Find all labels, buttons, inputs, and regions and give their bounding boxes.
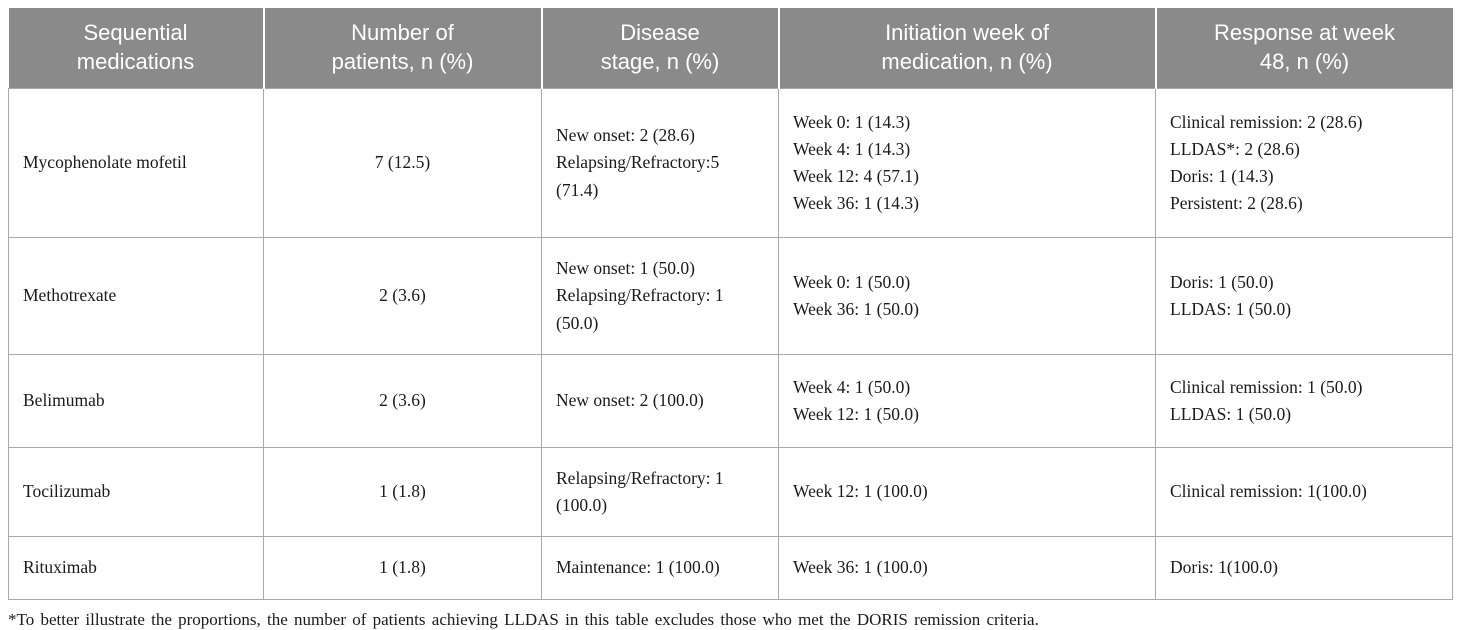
cell-patients: 2 (3.6)	[263, 354, 542, 448]
header-initiation-week: Initiation week of medication, n (%)	[778, 8, 1157, 89]
cell-initiation-week: Week 0: 1 (50.0) Week 36: 1 (50.0)	[778, 237, 1156, 355]
cell-patients: 7 (12.5)	[263, 88, 542, 238]
cell-initiation-week: Week 36: 1 (100.0)	[778, 536, 1156, 600]
cell-response: Doris: 1(100.0)	[1155, 536, 1453, 600]
cell-disease-stage: New onset: 1 (50.0) Relapsing/Refractory…	[541, 237, 779, 355]
cell-response: Clinical remission: 1(100.0)	[1155, 447, 1453, 537]
cell-medication: Mycophenolate mofetil	[8, 88, 264, 238]
header-disease-stage: Disease stage, n (%)	[541, 8, 780, 89]
table-row: Mycophenolate mofetil 7 (12.5) New onset…	[8, 88, 1453, 238]
cell-patients: 1 (1.8)	[263, 536, 542, 600]
table-row: Belimumab 2 (3.6) New onset: 2 (100.0) W…	[8, 354, 1453, 448]
sequential-medications-table: Sequential medications Number of patient…	[8, 8, 1453, 600]
cell-response: Doris: 1 (50.0) LLDAS: 1 (50.0)	[1155, 237, 1453, 355]
cell-initiation-week: Week 12: 1 (100.0)	[778, 447, 1156, 537]
cell-initiation-week: Week 0: 1 (14.3) Week 4: 1 (14.3) Week 1…	[778, 88, 1156, 238]
header-response-week-48: Response at week 48, n (%)	[1155, 8, 1453, 89]
cell-medication: Tocilizumab	[8, 447, 264, 537]
cell-disease-stage: New onset: 2 (100.0)	[541, 354, 779, 448]
cell-medication: Methotrexate	[8, 237, 264, 355]
table-row: Methotrexate 2 (3.6) New onset: 1 (50.0)…	[8, 237, 1453, 355]
cell-initiation-week: Week 4: 1 (50.0) Week 12: 1 (50.0)	[778, 354, 1156, 448]
cell-medication: Belimumab	[8, 354, 264, 448]
cell-patients: 1 (1.8)	[263, 447, 542, 537]
cell-medication: Rituximab	[8, 536, 264, 600]
table-row: Tocilizumab 1 (1.8) Relapsing/Refractory…	[8, 447, 1453, 537]
table-footnote: *To better illustrate the proportions, t…	[8, 610, 1039, 629]
cell-patients: 2 (3.6)	[263, 237, 542, 355]
cell-response: Clinical remission: 1 (50.0) LLDAS: 1 (5…	[1155, 354, 1453, 448]
table-row: Rituximab 1 (1.8) Maintenance: 1 (100.0)…	[8, 536, 1453, 600]
header-sequential-medications: Sequential medications	[8, 8, 265, 89]
cell-disease-stage: New onset: 2 (28.6) Relapsing/Refractory…	[541, 88, 779, 238]
page: Sequential medications Number of patient…	[8, 8, 1453, 629]
cell-disease-stage: Maintenance: 1 (100.0)	[541, 536, 779, 600]
header-row: Sequential medications Number of patient…	[8, 8, 1453, 89]
cell-disease-stage: Relapsing/Refractory: 1 (100.0)	[541, 447, 779, 537]
header-number-of-patients: Number of patients, n (%)	[263, 8, 543, 89]
cell-response: Clinical remission: 2 (28.6) LLDAS*: 2 (…	[1155, 88, 1453, 238]
